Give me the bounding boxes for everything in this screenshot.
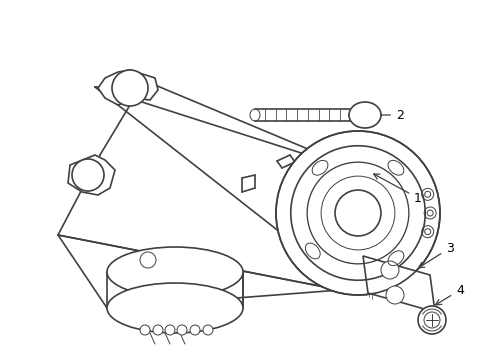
Circle shape (177, 325, 186, 335)
Circle shape (190, 325, 200, 335)
Polygon shape (348, 104, 380, 126)
Text: 4: 4 (435, 284, 463, 305)
Polygon shape (68, 155, 115, 195)
Ellipse shape (107, 283, 243, 333)
Circle shape (380, 261, 398, 279)
Circle shape (72, 159, 104, 191)
Text: 1: 1 (373, 174, 421, 204)
Circle shape (153, 325, 163, 335)
Circle shape (385, 286, 403, 304)
Circle shape (112, 70, 148, 106)
Text: 3: 3 (418, 242, 453, 268)
Circle shape (417, 306, 445, 334)
Circle shape (164, 325, 175, 335)
Circle shape (334, 190, 380, 236)
Ellipse shape (348, 102, 380, 128)
Circle shape (203, 325, 213, 335)
Polygon shape (362, 256, 434, 312)
Circle shape (275, 131, 439, 295)
Ellipse shape (107, 247, 243, 297)
Polygon shape (98, 70, 158, 105)
Text: 2: 2 (366, 108, 403, 122)
Circle shape (140, 325, 150, 335)
